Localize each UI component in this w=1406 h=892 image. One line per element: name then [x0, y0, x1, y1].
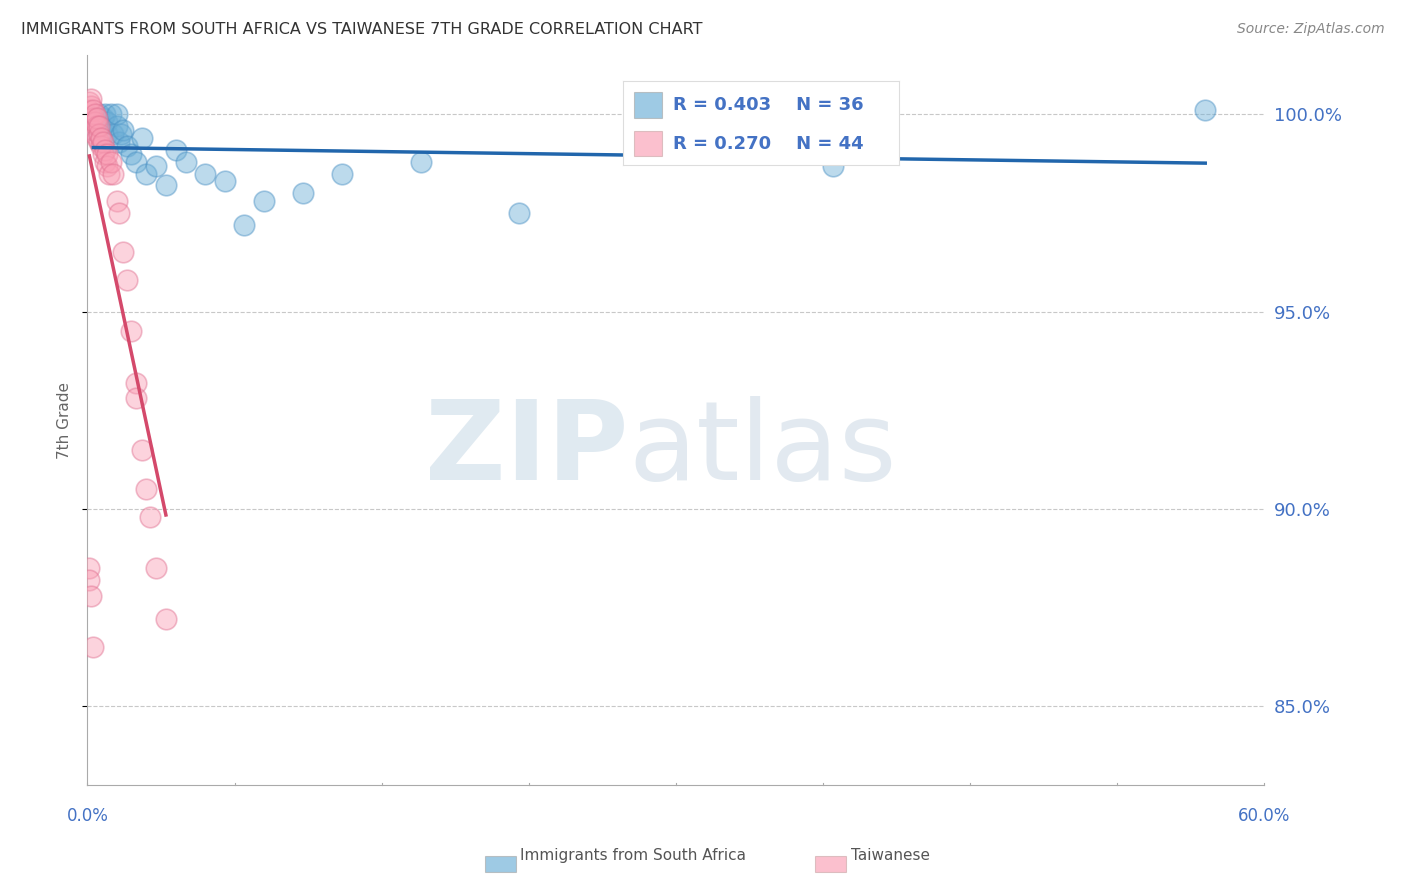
Point	[155, 612, 177, 626]
Point	[86, 112, 108, 126]
Point	[155, 178, 177, 193]
Point	[100, 154, 122, 169]
Text: 60.0%: 60.0%	[1237, 806, 1291, 825]
Point	[1194, 103, 1216, 118]
Point	[84, 115, 107, 129]
Point	[89, 119, 111, 133]
Point	[125, 392, 148, 406]
Point	[292, 186, 315, 201]
Point	[101, 127, 124, 141]
Point	[91, 146, 114, 161]
Point	[86, 115, 108, 129]
Point	[82, 123, 104, 137]
Point	[89, 107, 111, 121]
Point	[96, 146, 118, 161]
Point	[131, 442, 153, 457]
Point	[79, 103, 101, 118]
Y-axis label: 7th Grade: 7th Grade	[58, 382, 72, 458]
Text: Source: ZipAtlas.com: Source: ZipAtlas.com	[1237, 22, 1385, 37]
Point	[94, 143, 117, 157]
Point	[84, 107, 107, 121]
Point	[145, 561, 167, 575]
Point	[89, 127, 111, 141]
Point	[253, 194, 276, 208]
Point	[115, 273, 138, 287]
Point	[79, 573, 101, 587]
Point	[742, 139, 765, 153]
Point	[94, 154, 117, 169]
Point	[131, 131, 153, 145]
Point	[96, 127, 118, 141]
Point	[120, 146, 142, 161]
Point	[86, 119, 108, 133]
Point	[80, 91, 103, 105]
Point	[626, 127, 648, 141]
Point	[194, 167, 217, 181]
Point	[105, 194, 128, 208]
Point	[821, 159, 844, 173]
Point	[80, 115, 103, 129]
Point	[174, 154, 197, 169]
Point	[79, 561, 101, 575]
Point	[94, 107, 117, 121]
Point	[89, 135, 111, 149]
Point	[98, 167, 121, 181]
Point	[108, 206, 131, 220]
Point	[214, 174, 236, 188]
Point	[332, 167, 354, 181]
Point	[82, 103, 104, 118]
Text: Taiwanese: Taiwanese	[851, 848, 929, 863]
Text: atlas: atlas	[628, 396, 897, 503]
Point	[90, 139, 112, 153]
Point	[84, 127, 107, 141]
Point	[120, 324, 142, 338]
Point	[110, 127, 132, 141]
Text: ZIP: ZIP	[426, 396, 628, 503]
Point	[108, 135, 131, 149]
Point	[80, 99, 103, 113]
Text: Immigrants from South Africa: Immigrants from South Africa	[520, 848, 747, 863]
Point	[80, 589, 103, 603]
Point	[165, 143, 187, 157]
Point	[105, 107, 128, 121]
Point	[135, 167, 157, 181]
Point	[145, 159, 167, 173]
Point	[111, 245, 134, 260]
Point	[82, 123, 104, 137]
Text: 0.0%: 0.0%	[66, 806, 108, 825]
Point	[82, 112, 104, 126]
Point	[508, 206, 530, 220]
Text: IMMIGRANTS FROM SOUTH AFRICA VS TAIWANESE 7TH GRADE CORRELATION CHART: IMMIGRANTS FROM SOUTH AFRICA VS TAIWANES…	[21, 22, 703, 37]
Point	[91, 135, 114, 149]
Point	[139, 509, 162, 524]
Point	[101, 167, 124, 181]
Point	[96, 159, 118, 173]
Point	[96, 115, 118, 129]
Point	[105, 119, 128, 133]
Point	[115, 139, 138, 153]
Point	[409, 154, 432, 169]
Point	[90, 131, 112, 145]
Point	[91, 112, 114, 126]
Point	[82, 640, 104, 654]
Point	[135, 482, 157, 496]
Point	[90, 119, 112, 133]
Point	[111, 123, 134, 137]
Point	[125, 154, 148, 169]
Point	[125, 376, 148, 390]
Point	[86, 131, 108, 145]
Point	[79, 95, 101, 110]
Point	[100, 107, 122, 121]
Point	[233, 218, 256, 232]
